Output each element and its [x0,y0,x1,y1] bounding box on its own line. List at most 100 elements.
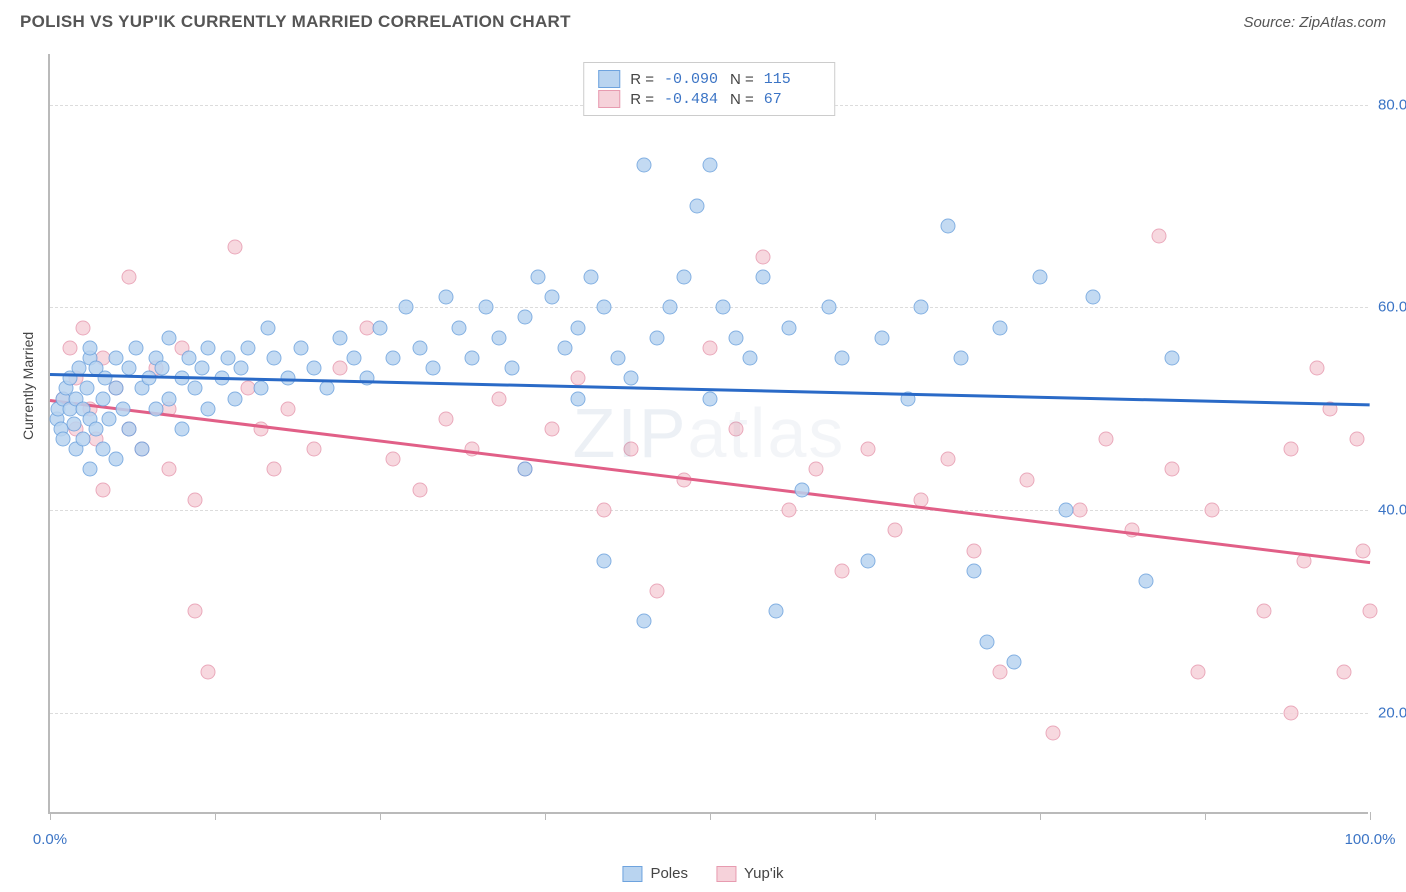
data-point-poles [161,330,176,345]
data-point-poles [571,320,586,335]
data-point-poles [531,269,546,284]
data-point-poles [505,361,520,376]
data-point-poles [716,300,731,315]
data-point-poles [623,371,638,386]
data-point-poles [109,381,124,396]
data-point-poles [729,330,744,345]
data-point-poles [518,462,533,477]
data-point-yupik [755,249,770,264]
data-point-poles [637,158,652,173]
data-point-poles [181,351,196,366]
data-point-poles [260,320,275,335]
data-point-poles [373,320,388,335]
data-point-poles [478,300,493,315]
data-point-poles [82,462,97,477]
data-point-poles [795,482,810,497]
data-point-poles [95,391,110,406]
data-point-yupik [307,442,322,457]
data-point-poles [221,351,236,366]
data-point-poles [161,391,176,406]
data-point-poles [637,614,652,629]
data-point-yupik [1151,229,1166,244]
data-point-yupik [491,391,506,406]
data-point-yupik [571,371,586,386]
data-point-poles [1059,503,1074,518]
data-point-poles [953,351,968,366]
data-point-yupik [95,482,110,497]
data-point-poles [188,381,203,396]
data-point-poles [359,371,374,386]
x-tick [710,812,711,820]
data-point-poles [1006,655,1021,670]
data-point-poles [320,381,335,396]
data-point-yupik [267,462,282,477]
legend-item-yupik: Yup'ik [716,865,784,882]
data-point-yupik [1191,665,1206,680]
swatch-poles [598,70,620,88]
data-point-poles [234,361,249,376]
swatch-yupik-icon [716,866,736,882]
data-point-poles [491,330,506,345]
data-point-poles [1138,573,1153,588]
data-point-poles [597,553,612,568]
data-point-poles [663,300,678,315]
data-point-poles [597,300,612,315]
data-point-yupik [1072,503,1087,518]
gridline [50,307,1368,308]
data-point-yupik [940,452,955,467]
data-point-poles [571,391,586,406]
data-point-yupik [1336,665,1351,680]
data-point-yupik [1283,442,1298,457]
data-point-poles [109,351,124,366]
data-point-poles [755,269,770,284]
data-point-yupik [333,361,348,376]
data-point-yupik [1125,523,1140,538]
data-point-poles [333,330,348,345]
data-point-poles [1033,269,1048,284]
data-point-yupik [1257,604,1272,619]
x-tick [1205,812,1206,820]
data-point-poles [425,361,440,376]
x-tick [50,812,51,820]
y-tick-label: 20.0% [1378,704,1406,721]
data-point-yupik [1310,361,1325,376]
data-point-poles [703,158,718,173]
data-point-poles [967,563,982,578]
y-axis-label: Currently Married [20,332,36,440]
data-point-poles [689,199,704,214]
data-point-poles [518,310,533,325]
data-point-poles [128,340,143,355]
data-point-poles [267,351,282,366]
chart-plot-area: ZIPatlas R = -0.090 N = 115 R = -0.484 N… [48,54,1368,814]
swatch-yupik [598,90,620,108]
data-point-yupik [623,442,638,457]
series-legend: Poles Yup'ik [622,865,783,882]
data-point-yupik [439,411,454,426]
data-point-yupik [1283,705,1298,720]
data-point-yupik [1165,462,1180,477]
data-point-poles [412,340,427,355]
data-point-poles [201,340,216,355]
data-point-poles [386,351,401,366]
data-point-poles [835,351,850,366]
data-point-yupik [544,421,559,436]
data-point-poles [676,269,691,284]
data-point-yupik [227,239,242,254]
data-point-poles [76,432,91,447]
data-point-poles [95,442,110,457]
data-point-poles [914,300,929,315]
data-point-poles [346,351,361,366]
data-point-poles [122,421,137,436]
data-point-poles [1085,290,1100,305]
trendline-yupik [50,399,1370,564]
data-point-poles [56,432,71,447]
data-point-poles [742,351,757,366]
y-tick-label: 60.0% [1378,299,1406,316]
data-point-poles [142,371,157,386]
data-point-yupik [161,462,176,477]
data-point-yupik [201,665,216,680]
gridline [50,510,1368,511]
x-tick-label: 0.0% [33,831,67,848]
data-point-poles [452,320,467,335]
legend-item-poles: Poles [622,865,688,882]
